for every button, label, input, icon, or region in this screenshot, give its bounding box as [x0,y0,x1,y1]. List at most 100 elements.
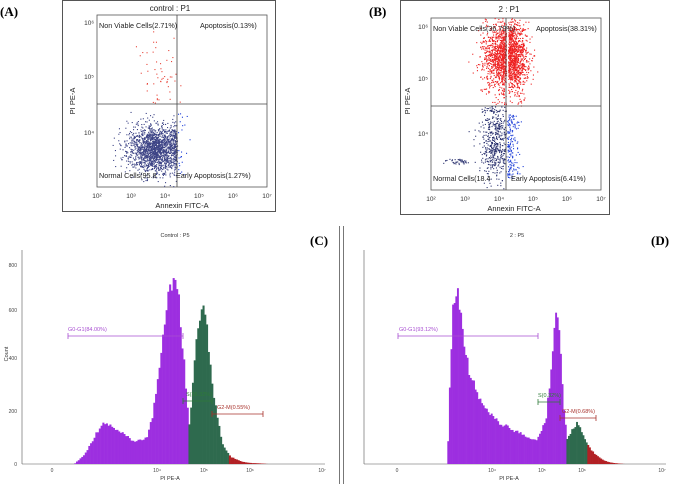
histogram-bin [130,440,133,464]
scatter-point [520,64,522,66]
scatter-point [512,50,514,52]
scatter-point [515,57,517,59]
histogram-bin [463,346,466,464]
scatter-point [148,119,150,121]
scatter-point [495,106,497,108]
scatter-point [158,129,160,131]
scatter-point [175,73,177,75]
scatter-point [512,162,514,164]
scatter-point [160,140,162,142]
scatter-point [520,67,522,69]
scatter-point [508,51,510,53]
scatter-point [514,94,516,96]
scatter-point [508,62,510,64]
scatter-point [159,143,161,145]
scatter-point [147,170,149,172]
scatter-point [133,132,135,134]
scatter-point [164,139,166,141]
scatter-point [498,67,500,69]
scatter-point [498,48,500,50]
scatter-point [172,152,174,154]
scatter-point [489,136,491,138]
scatter-point [144,151,146,153]
scatter-point [517,73,519,75]
scatter-point [511,54,513,56]
scatter-point [492,48,494,50]
scatter-point [157,140,159,142]
scatter-point [153,142,155,144]
scatter-point [512,157,514,159]
scatter-point [511,56,513,58]
scatter-point [144,138,146,140]
histogram-bin [155,393,158,464]
panel-label-a: (A) [0,4,19,19]
scatter-point [501,75,503,77]
scatter-point [503,31,505,33]
scatter-point [501,40,503,42]
scatter-point [134,146,136,148]
scatter-point [492,133,494,135]
scatter-point [489,85,491,87]
scatter-point [493,31,495,33]
histogram-bin [244,462,247,464]
histogram-bin [165,310,168,464]
scatter-point [514,85,516,87]
scatter-point [487,51,489,53]
scatter-point [484,153,486,155]
scatter-point [519,73,521,75]
scatter-point [523,67,525,69]
scatter-point [163,154,165,156]
scatter-point [499,159,501,161]
scatter-point [516,83,518,85]
scatter-point [498,76,500,78]
scatter-point [522,40,524,42]
scatter-point [162,147,164,149]
scatter-point [508,145,510,147]
scatter-point [502,115,504,117]
scatter-point [492,137,494,139]
scatter-point [159,164,161,166]
scatter-point [511,48,513,50]
scatter-point [158,169,160,171]
x-tick: 10⁶ [246,468,254,474]
scatter-point [159,132,161,134]
y-axis-label: PI PE-A [68,88,77,115]
scatter-point [482,65,484,67]
scatter-point [458,162,460,164]
scatter-point [163,172,165,174]
scatter-point [514,95,516,97]
scatter-point [515,89,517,91]
scatter-point [180,85,182,87]
scatter-point [154,69,156,71]
scatter-point [503,49,505,51]
scatter-point [125,143,127,145]
scatter-point [513,118,515,120]
scatter-point [134,163,136,165]
scatter-point [512,156,514,158]
histogram-bin [553,327,556,464]
scatter-point [494,148,496,150]
scatter-point [502,82,504,84]
scatter-point [510,47,512,49]
scatter-point [113,159,115,161]
scatter-point [509,174,511,176]
histogram-bin [547,397,549,464]
histogram-chart-d: 2 : P5 G0-G1(93.12%) S(0.32%) G2-M(0.68%… [363,233,666,482]
scatter-point [521,63,523,65]
scatter-point [140,162,142,164]
scatter-point [147,166,149,168]
scatter-point [502,138,504,140]
scatter-point [492,32,494,34]
scatter-point [483,138,485,140]
scatter-point [151,161,153,163]
scatter-point [169,185,171,187]
scatter-point [507,138,509,140]
scatter-point [124,155,126,157]
scatter-point [520,34,522,36]
scatter-point [489,118,491,120]
scatter-point [511,177,513,179]
scatter-point [499,126,501,128]
scatter-point [507,137,509,139]
scatter-point [131,150,133,152]
scatter-point [173,37,175,39]
